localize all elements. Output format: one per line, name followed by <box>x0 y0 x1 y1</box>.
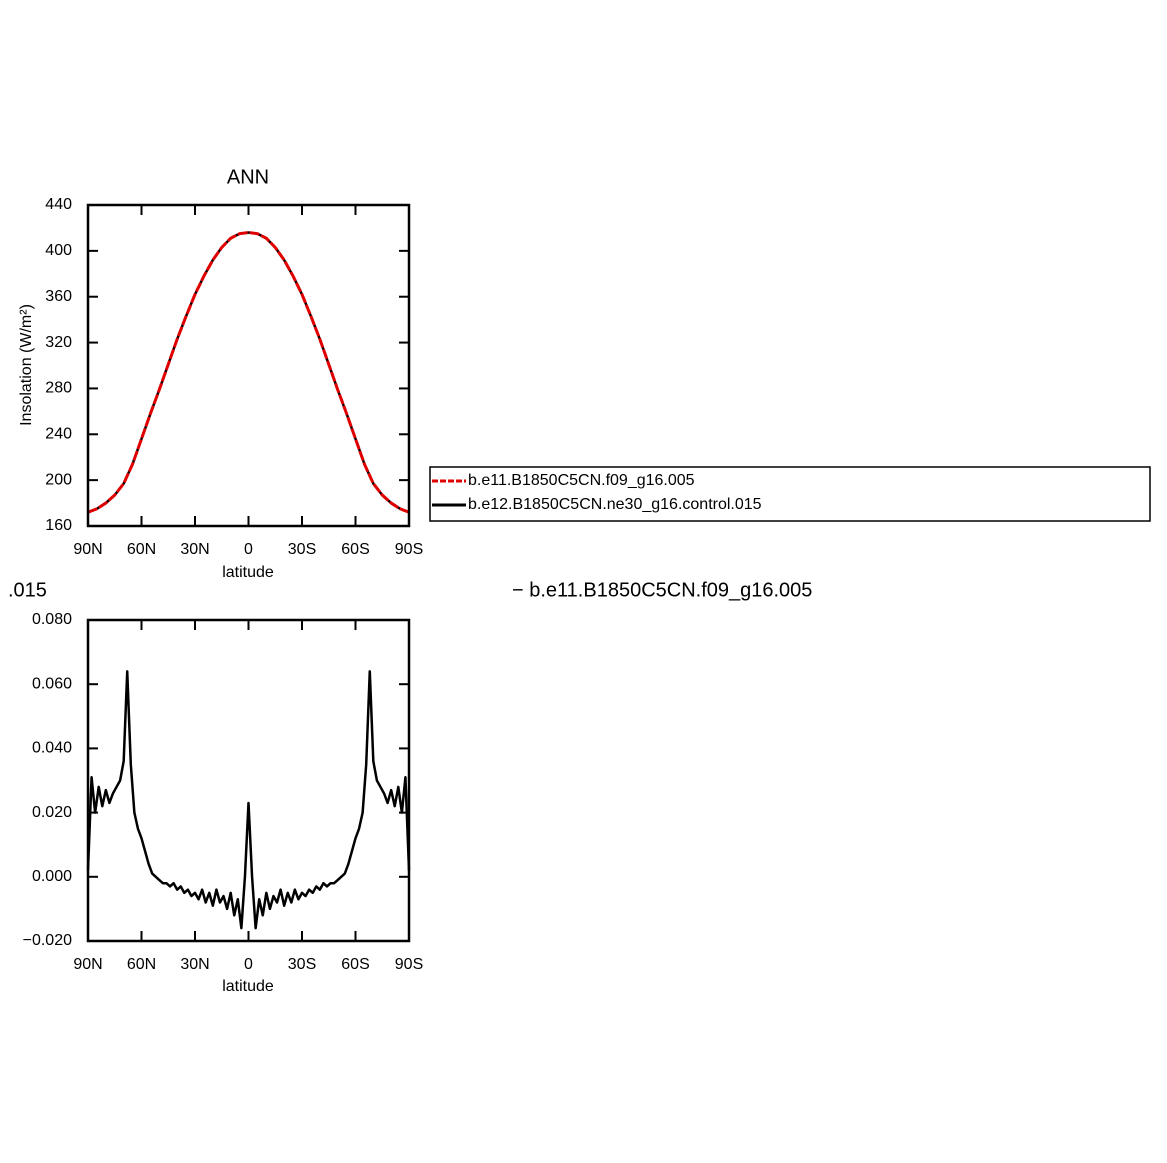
y-tick-label: 0.080 <box>32 611 72 628</box>
y-axis-label: Insolation (W/m²) <box>18 304 35 426</box>
x-tick-label: 90N <box>73 956 102 973</box>
x-tick-label: 60S <box>341 956 369 973</box>
y-tick-label: 0.040 <box>32 740 72 757</box>
x-tick-label: 30N <box>180 956 209 973</box>
chart-title: ANN <box>227 166 269 188</box>
y-tick-label: 0.060 <box>32 675 72 692</box>
y-tick-label: 200 <box>45 471 72 488</box>
y-tick-label: 400 <box>45 242 72 259</box>
plot-frame <box>86 618 411 943</box>
x-tick-label: 0 <box>244 541 253 558</box>
x-tick-label: 60N <box>127 541 156 558</box>
legend-box <box>429 466 1151 522</box>
legend-label: b.e12.B1850C5CN.ne30_g16.control.015 <box>468 496 762 513</box>
y-tick-label: 360 <box>45 288 72 305</box>
data-line <box>86 670 411 930</box>
y-tick-label: 440 <box>45 196 72 213</box>
x-axis-label: latitude <box>222 978 274 995</box>
y-tick-label: 280 <box>45 380 72 397</box>
legend-label: b.e11.B1850C5CN.f09_g16.005 <box>468 472 695 489</box>
x-tick-label: 60S <box>341 541 369 558</box>
y-tick-label: 0.000 <box>32 868 72 885</box>
chart-title: − b.e11.B1850C5CN.f09_g16.005 <box>512 579 812 601</box>
x-tick-label: 30S <box>288 541 316 558</box>
x-tick-label: 90N <box>73 541 102 558</box>
x-tick-label: 0 <box>244 956 253 973</box>
y-tick-label: 160 <box>45 517 72 534</box>
x-tick-label: 30S <box>288 956 316 973</box>
plot-frame <box>86 203 411 528</box>
chart-title: .015 <box>8 579 47 601</box>
x-axis-label: latitude <box>222 564 274 581</box>
x-tick-label: 90S <box>395 541 423 558</box>
y-tick-label: 0.020 <box>32 804 72 821</box>
x-tick-label: 60N <box>127 956 156 973</box>
x-tick-label: 30N <box>180 541 209 558</box>
x-tick-label: 90S <box>395 956 423 973</box>
data-line <box>87 231 410 514</box>
y-tick-label: 320 <box>45 334 72 351</box>
y-tick-label: 240 <box>45 426 72 443</box>
y-tick-label: −0.020 <box>23 932 72 949</box>
